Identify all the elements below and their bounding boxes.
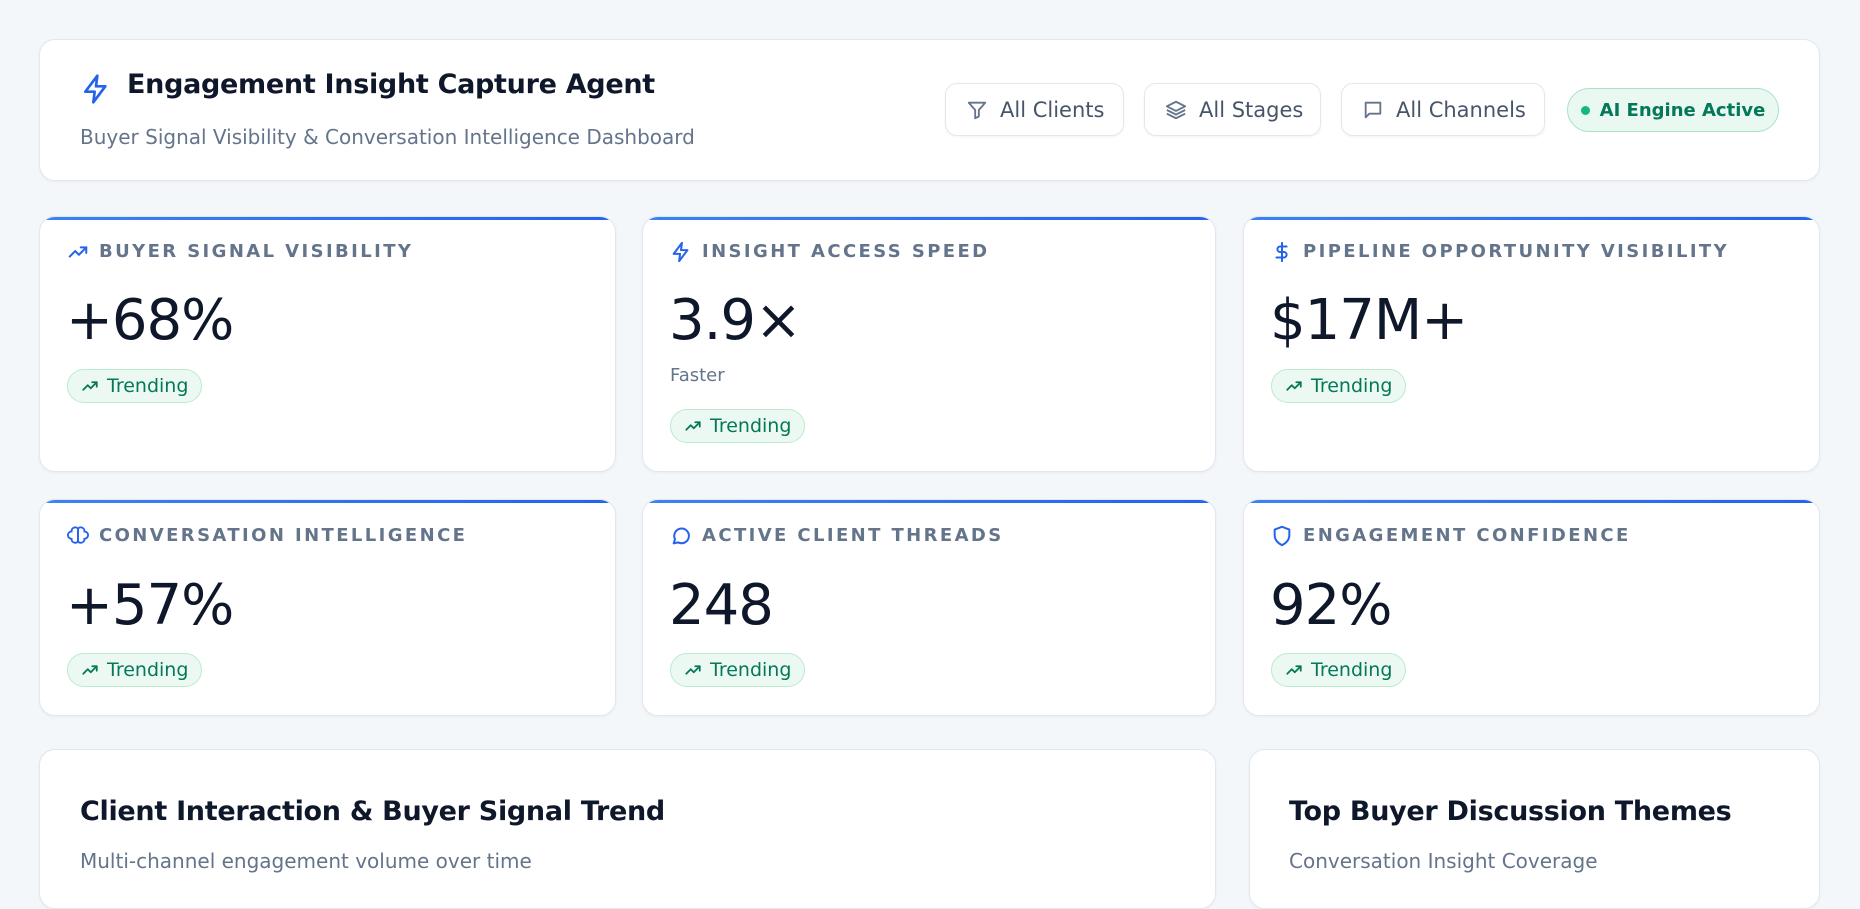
kpi-card: PIPELINE OPPORTUNITY VISIBILITY $17M+ Tr…: [1243, 216, 1820, 472]
filter-button[interactable]: All Channels: [1341, 83, 1545, 136]
kpi-label: ENGAGEMENT CONFIDENCE: [1303, 525, 1631, 546]
kpi-card: ACTIVE CLIENT THREADS 248 Trending: [642, 499, 1216, 716]
dashboard: Engagement Insight Capture Agent Buyer S…: [39, 39, 1820, 909]
trend-badge: Trending: [670, 653, 806, 687]
kpi-card: BUYER SIGNAL VISIBILITY +68% Trending: [39, 216, 616, 472]
trend-badge: Trending: [670, 409, 806, 443]
kpi-label-row: CONVERSATION INTELLIGENCE: [67, 525, 467, 547]
dollar-icon: [1275, 241, 1288, 263]
badge-icon: [685, 421, 701, 431]
badge-icon: [1286, 381, 1302, 391]
filter-icon: [967, 101, 987, 119]
badge-label: Trending: [710, 415, 792, 437]
page: Engagement Insight Capture Agent {"heade…: [39, 39, 1820, 909]
kpi-value: +68%: [66, 288, 234, 353]
kpi-label: ACTIVE CLIENT THREADS: [702, 525, 1004, 546]
badge-icon: [82, 381, 98, 391]
panel-subtitle: Multi-channel engagement volume over tim…: [80, 849, 532, 873]
panel-title: Client Interaction & Buyer Signal Trend: [80, 796, 665, 827]
kpi-label: INSIGHT ACCESS SPEED: [702, 241, 990, 262]
app-subtitle: Buyer Signal Visibility & Conversation I…: [80, 125, 695, 149]
trend-badge: Trending: [67, 369, 203, 403]
trend-badge: Trending: [1271, 369, 1407, 403]
brain-icon: [67, 526, 89, 544]
kpi-label-row: ENGAGEMENT CONFIDENCE: [1271, 525, 1631, 547]
trend-icon: [68, 246, 88, 258]
kpi-label-row: ACTIVE CLIENT THREADS: [670, 525, 1004, 547]
panel-subtitle: Conversation Insight Coverage: [1289, 849, 1598, 873]
kpi-note: Faster: [670, 365, 725, 386]
kpi-card: ENGAGEMENT CONFIDENCE 92% Trending: [1243, 499, 1820, 716]
kpi-value: 3.9×: [669, 288, 802, 353]
badge-label: Trending: [1311, 375, 1393, 397]
badge-label: Trending: [107, 659, 189, 681]
badge-label: Trending: [1311, 659, 1393, 681]
kpi-label-row: BUYER SIGNAL VISIBILITY: [67, 241, 413, 263]
kpi-value: 92%: [1270, 573, 1392, 638]
status-label: AI Engine Active: [1599, 99, 1766, 121]
kpi-label-row: INSIGHT ACCESS SPEED: [670, 241, 990, 263]
badge-label: Trending: [710, 659, 792, 681]
kpi-value: +57%: [66, 573, 234, 638]
layers-icon: [1165, 100, 1187, 119]
filter-label: All Channels: [1396, 97, 1526, 122]
kpi-label: BUYER SIGNAL VISIBILITY: [99, 241, 414, 262]
chat-icon: [672, 527, 690, 545]
badge-icon: [685, 665, 701, 675]
trend-badge: Trending: [1271, 653, 1407, 687]
filter-button[interactable]: All Clients: [945, 83, 1124, 136]
kpi-label: PIPELINE OPPORTUNITY VISIBILITY: [1303, 241, 1730, 262]
filter-button[interactable]: All Stages: [1144, 83, 1321, 136]
status-pill: AI Engine Active: [1567, 88, 1779, 132]
badge-icon: [1286, 665, 1302, 675]
trend-badge: Trending: [67, 653, 203, 687]
panel-title: Top Buyer Discussion Themes: [1289, 796, 1732, 827]
kpi-value: $17M+: [1270, 288, 1468, 353]
filter-label: All Stages: [1199, 97, 1304, 122]
header-card: Engagement Insight Capture Agent Buyer S…: [39, 39, 1820, 181]
badge-label: Trending: [107, 375, 189, 397]
kpi-value: 248: [669, 573, 774, 638]
trend-panel: Client Interaction & Buyer Signal Trend …: [39, 749, 1216, 909]
message-icon: [1364, 101, 1382, 118]
status-dot: [1580, 105, 1590, 115]
shield-icon: [1273, 525, 1291, 547]
bolt-icon: [84, 74, 107, 104]
kpi-label: CONVERSATION INTELLIGENCE: [99, 525, 468, 546]
app-title: Engagement Insight Capture Agent: [127, 69, 655, 100]
badge-icon: [82, 665, 98, 675]
kpi-card: INSIGHT ACCESS SPEED 3.9× Faster Trendin…: [642, 216, 1216, 472]
themes-panel: Top Buyer Discussion Themes Conversation…: [1249, 749, 1820, 909]
kpi-card: CONVERSATION INTELLIGENCE +57% Trending: [39, 499, 616, 716]
bolt-icon: [672, 241, 689, 263]
kpi-label-row: PIPELINE OPPORTUNITY VISIBILITY: [1271, 241, 1729, 263]
filter-label: All Clients: [1000, 97, 1105, 122]
